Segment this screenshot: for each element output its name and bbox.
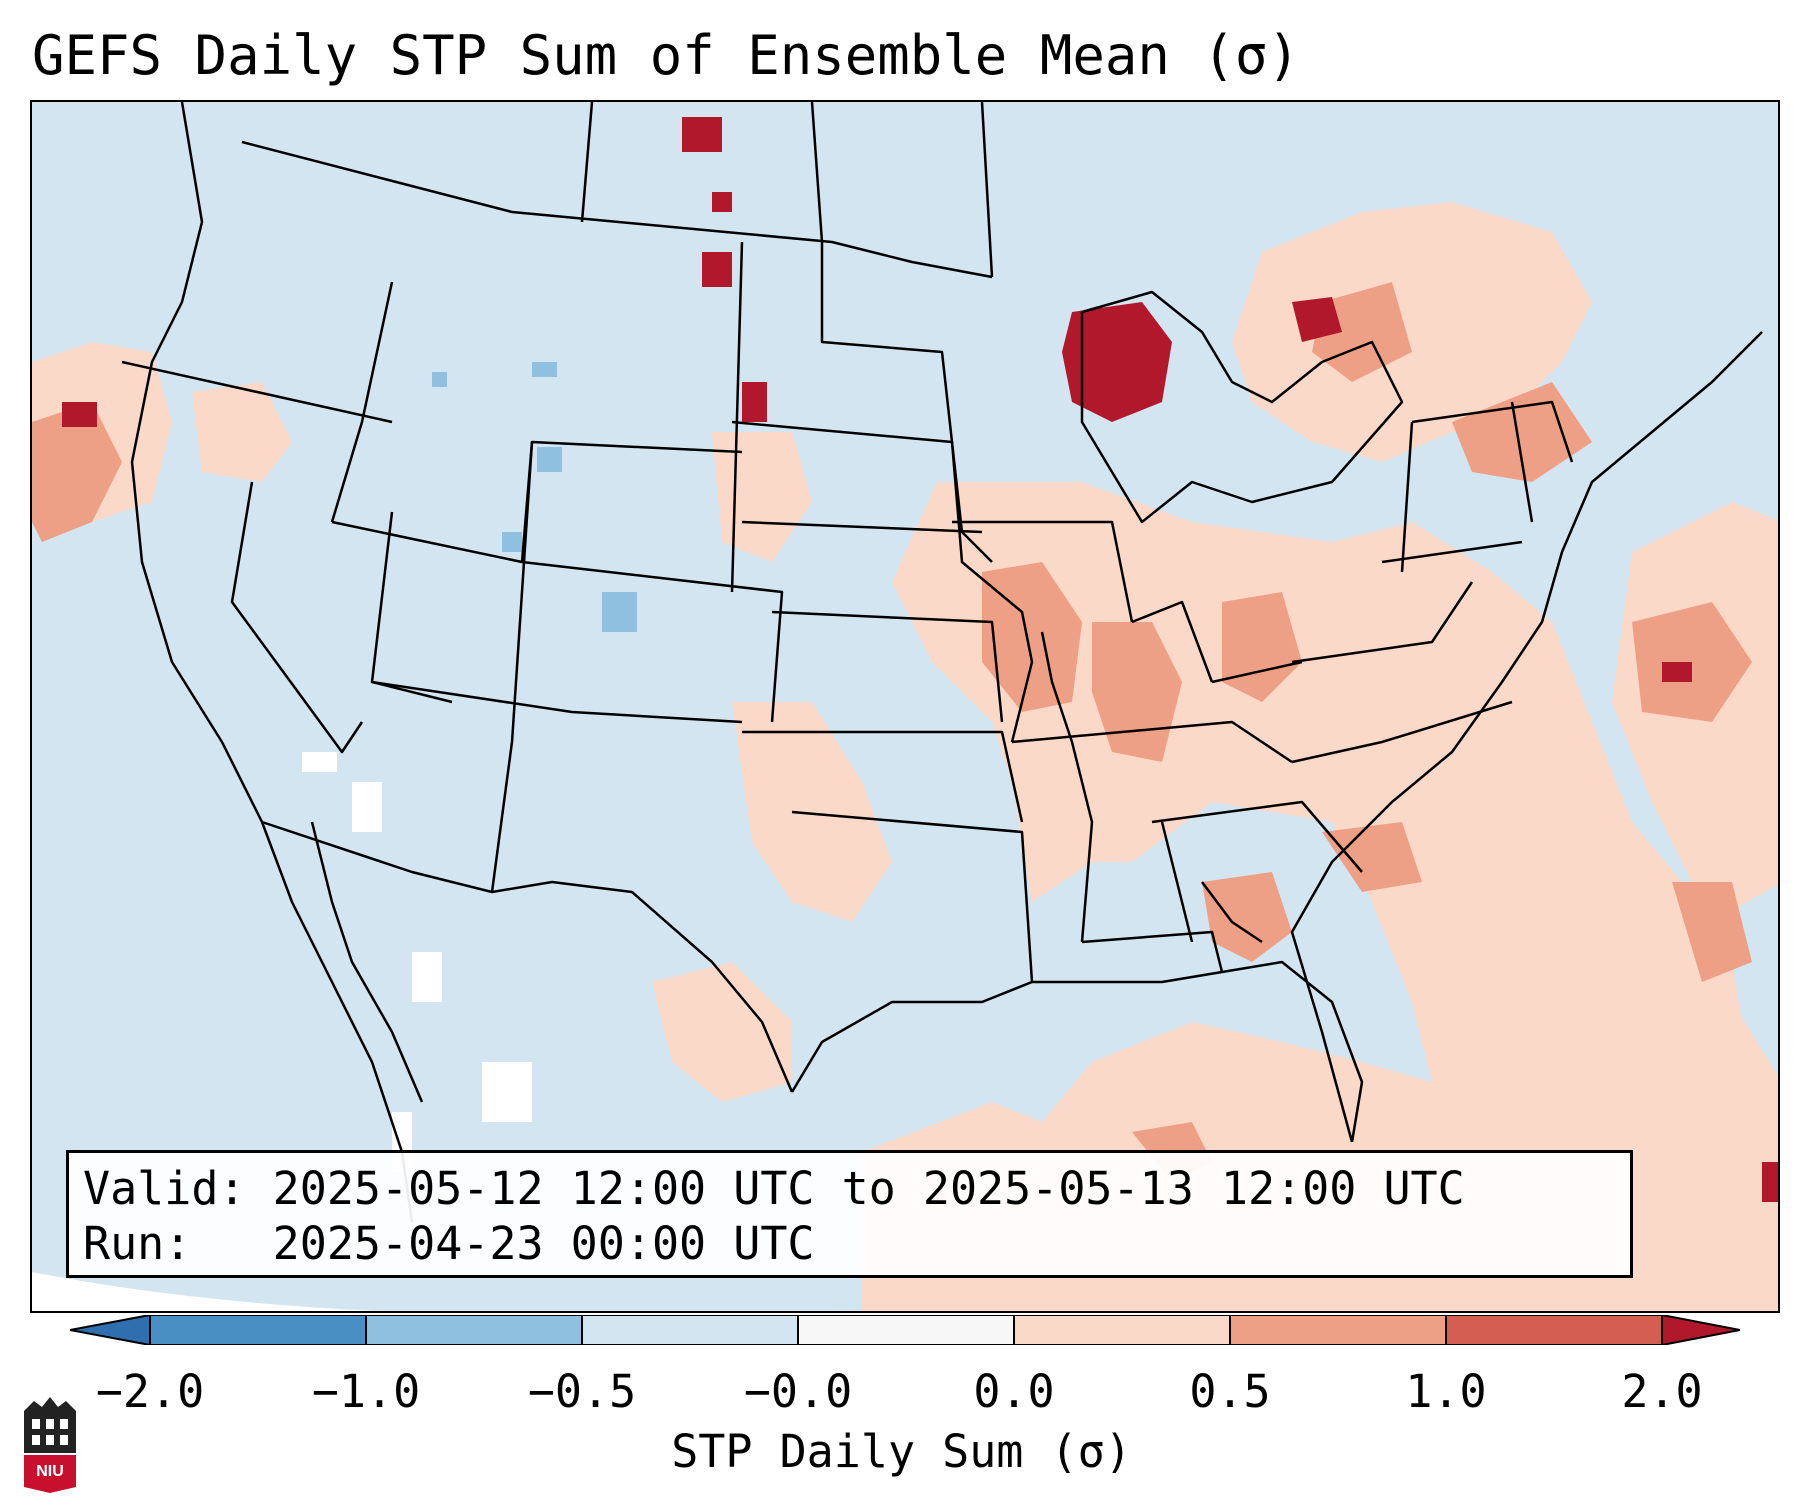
valid-value: 2025-05-12 12:00 UTC to 2025-05-13 12:00… bbox=[272, 1162, 1465, 1215]
colorbar-tick-label: 1.0 bbox=[1405, 1365, 1487, 1418]
colorbar-tick-label: 0.5 bbox=[1189, 1365, 1271, 1418]
colorbar-tick-label: −0.5 bbox=[527, 1365, 637, 1418]
colorbar-bin-5 bbox=[1230, 1315, 1446, 1345]
map-boundaries bbox=[121, 102, 1763, 1223]
anomaly-medium-red bbox=[32, 282, 1752, 1182]
map-title: GEFS Daily STP Sum of Ensemble Mean (σ) bbox=[32, 24, 1300, 87]
logo-text: NIU bbox=[36, 1463, 64, 1480]
colorbar-bin-0 bbox=[150, 1315, 366, 1345]
colorbar bbox=[70, 1315, 1740, 1345]
colorbar-tick-label: −1.0 bbox=[311, 1365, 421, 1418]
valid-label: Valid: bbox=[83, 1162, 246, 1215]
projection-edge-left bbox=[32, 1272, 377, 1311]
colorbar-tick-label: −0.0 bbox=[743, 1365, 853, 1418]
niu-logo: NIU bbox=[20, 1393, 80, 1493]
colorbar-bin-1 bbox=[366, 1315, 582, 1345]
colorbar-bin-4 bbox=[1014, 1315, 1230, 1345]
colorbar-bin-6 bbox=[1446, 1315, 1662, 1345]
colorbar-bin-3 bbox=[798, 1315, 1014, 1345]
stp-map bbox=[30, 100, 1780, 1313]
map-canvas bbox=[32, 102, 1778, 1311]
colorbar-bin-2 bbox=[582, 1315, 798, 1345]
validity-info-box: Valid: 2025-05-12 12:00 UTC to 2025-05-1… bbox=[66, 1150, 1633, 1278]
university-building-icon bbox=[24, 1397, 76, 1493]
colorbar-under-arrow bbox=[70, 1315, 150, 1345]
anomaly-light-blue bbox=[432, 362, 637, 632]
colorbar-over-arrow bbox=[1662, 1315, 1740, 1345]
colorbar-ticks bbox=[149, 1315, 1663, 1345]
colorbar-tick-label: 2.0 bbox=[1621, 1365, 1703, 1418]
colorbar-label: STP Daily Sum (σ) bbox=[671, 1425, 1132, 1478]
run-label: Run: bbox=[83, 1217, 192, 1270]
anomaly-dark-red bbox=[62, 117, 1778, 1202]
colorbar-tick-label: −2.0 bbox=[95, 1365, 205, 1418]
colorbar-tick-label: 0.0 bbox=[973, 1365, 1055, 1418]
run-value: 2025-04-23 00:00 UTC bbox=[272, 1217, 815, 1270]
